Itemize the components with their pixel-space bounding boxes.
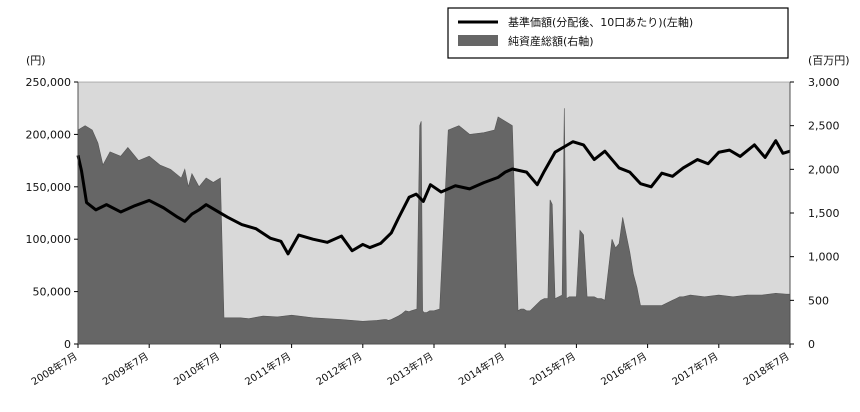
legend-line-label: 基準価額(分配後、10口あたり)(左軸) [508,15,693,29]
legend: 基準価額(分配後、10口あたり)(左軸) 純資産総額(右軸) [447,7,789,59]
x-axis-tick-label: 2012年7月 [314,350,365,388]
right-axis-tick-label: 2,500 [808,120,840,133]
right-axis-tick-label: 1,000 [808,251,840,264]
line-series-layer [76,139,791,256]
x-axis-tick-label: 2014年7月 [456,350,507,388]
x-axis-tick-label: 2009年7月 [100,350,151,388]
right-axis-tick-label: 2,000 [808,163,840,176]
left-axis-tick-label: 200,000 [26,128,72,141]
right-axis-tick-label: 3,000 [808,76,840,89]
x-axis-tick-label: 2016年7月 [598,350,649,388]
right-axis-tick-label: 500 [808,294,829,307]
right-axis-unit-label: (百万円) [808,54,850,67]
nav-line [76,139,791,256]
x-axis-tick-label: 2010年7月 [171,350,222,388]
x-axis-tick-label: 2015年7月 [527,350,578,388]
left-axis-tick-label: 100,000 [26,233,72,246]
legend-area-swatch [458,35,498,46]
x-axis-tick-label: 2017年7月 [670,350,721,388]
left-axis-tick-label: 150,000 [26,181,72,194]
left-axis-tick-label: 50,000 [33,286,72,299]
x-axis-tick-label: 2018年7月 [741,350,792,388]
x-axis-tick-label: 2011年7月 [242,350,293,388]
right-axis-tick-label: 0 [808,338,815,351]
legend-box [447,7,789,59]
left-axis-tick-label: 250,000 [26,76,72,89]
legend-area-label: 純資産総額(右軸) [508,34,594,48]
left-axis-unit-label: (円) [26,54,46,67]
right-axis-tick-label: 1,500 [808,207,840,220]
x-axis-tick-label: 2008年7月 [29,350,80,388]
x-axis-tick-label: 2013年7月 [385,350,436,388]
left-axis-tick-label: 0 [64,338,71,351]
net-assets-area [77,108,791,345]
area-series-layer [77,108,791,345]
